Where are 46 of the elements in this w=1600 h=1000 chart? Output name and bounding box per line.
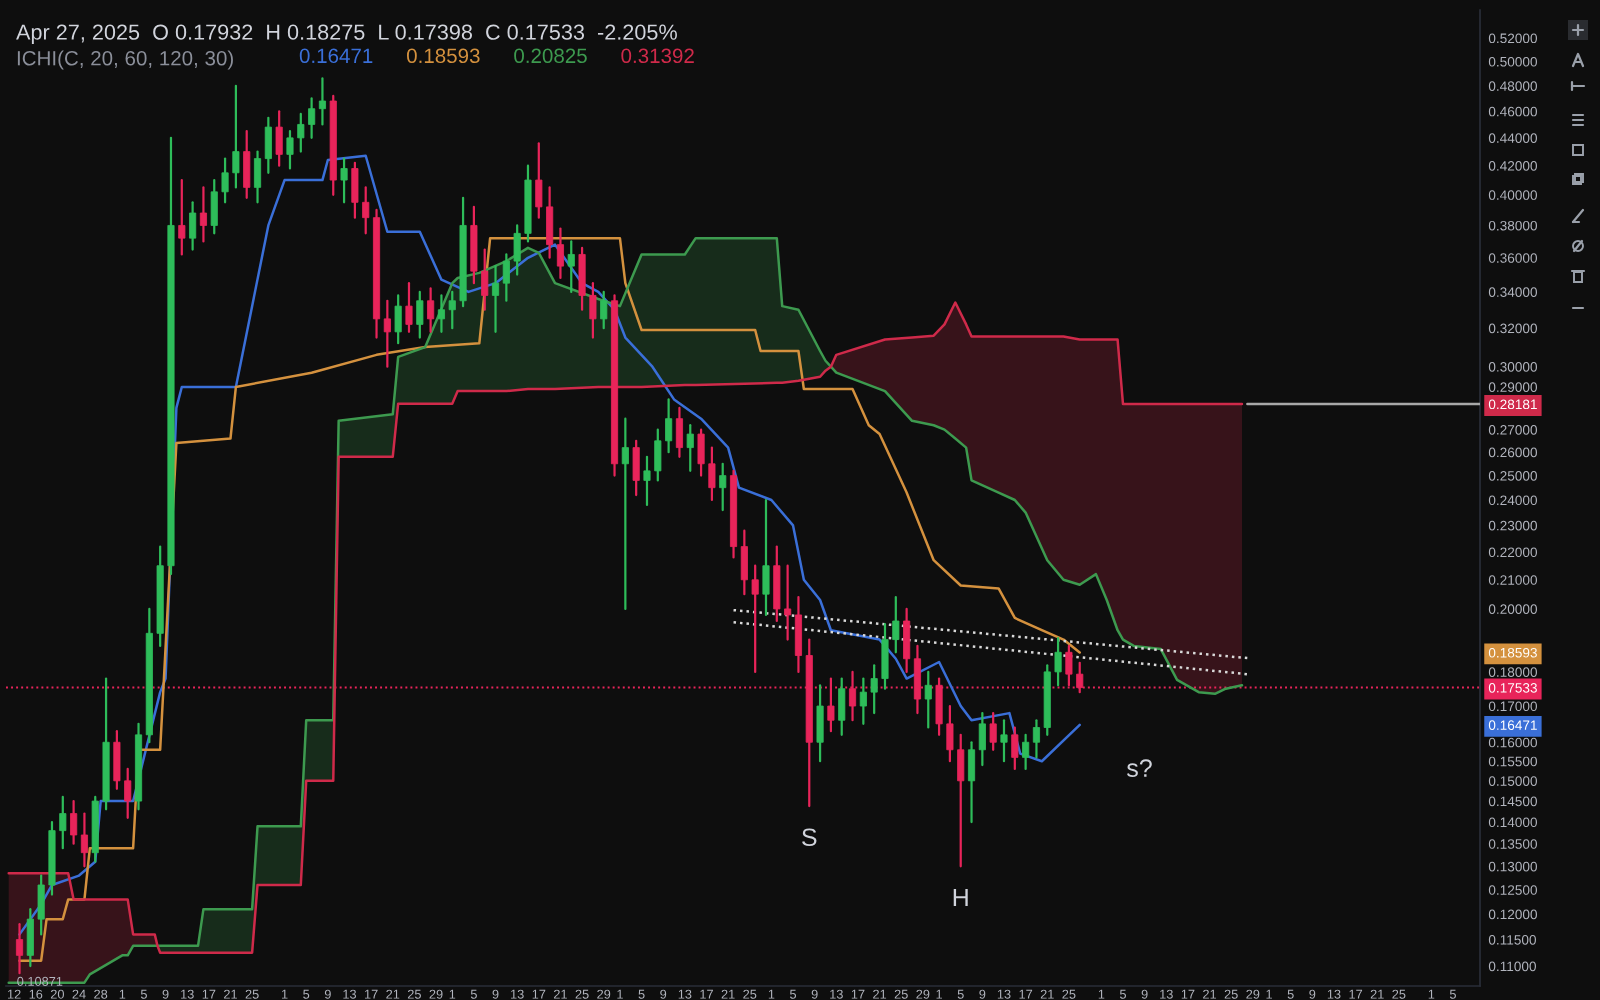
text: Apr 27, 2025 O 0.17932 H 0.18275 L 0.17398 C 0.17533 -2.205% <box>16 24 677 45</box>
candlestick <box>675 406 683 458</box>
candlestick <box>989 711 997 751</box>
candlestick <box>178 178 186 256</box>
candlestick <box>978 711 986 767</box>
candlestick <box>405 282 413 333</box>
candlestick <box>383 299 391 368</box>
candlestick <box>556 227 564 280</box>
candlestick <box>1022 733 1030 771</box>
candlestick <box>967 741 976 824</box>
candlestick <box>253 150 262 204</box>
candlestick <box>491 265 500 333</box>
candlestick <box>427 287 435 333</box>
candlestick <box>600 290 608 330</box>
candlestick <box>632 439 640 497</box>
annotation: S <box>802 828 817 847</box>
candlestick <box>924 670 932 729</box>
text: 0.20825 <box>514 48 587 64</box>
candlestick <box>243 130 251 199</box>
candlestick <box>903 607 911 673</box>
candlestick <box>621 417 629 611</box>
text: 0.31392 <box>621 48 694 64</box>
candlestick <box>318 77 326 126</box>
candlestick <box>816 684 824 763</box>
candlestick <box>275 110 283 167</box>
candlestick <box>1000 719 1008 763</box>
candlestick <box>15 923 24 975</box>
annotation: s? <box>1127 759 1152 778</box>
candlestick <box>340 157 348 204</box>
candlestick <box>189 201 197 251</box>
candlestick <box>719 462 727 512</box>
candlestick <box>416 290 424 339</box>
candlestick <box>838 677 846 736</box>
candlestick <box>394 294 402 345</box>
text: 0.18593 <box>406 48 480 64</box>
annotation: H <box>953 888 968 907</box>
candlestick <box>686 424 694 472</box>
candlestick <box>567 240 575 294</box>
text: 0.16471 <box>299 48 373 64</box>
candlestick <box>70 799 78 845</box>
candlestick <box>80 812 88 868</box>
text: ICHI(C, 20, 60, 120, 30) <box>17 50 233 70</box>
candlestick <box>1011 726 1019 771</box>
candlestick <box>762 498 770 617</box>
candlestick <box>264 116 272 174</box>
candlestick <box>199 186 207 243</box>
